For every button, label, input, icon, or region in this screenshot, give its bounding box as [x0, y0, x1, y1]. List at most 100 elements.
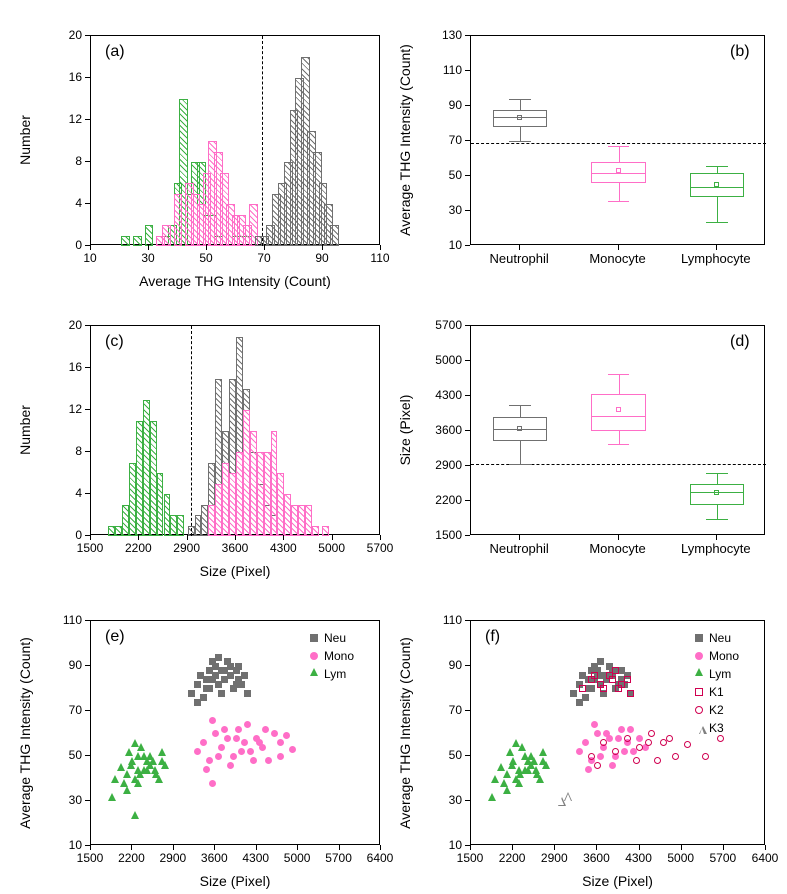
triangle-filled-marker	[503, 770, 511, 778]
circle-filled-marker	[609, 762, 616, 769]
y-tick-label: 90	[449, 658, 462, 672]
circle-open-marker	[600, 739, 607, 746]
circle-open-marker	[695, 706, 703, 714]
x-tick-label: 5700	[709, 851, 736, 865]
square-filled-marker	[597, 658, 604, 665]
circle-open-marker	[672, 753, 679, 760]
legend-label: K3	[709, 721, 724, 735]
triangle-filled-marker	[542, 761, 550, 769]
triangle-filled-marker	[503, 786, 511, 794]
x-tick	[765, 845, 766, 850]
circle-filled-marker	[621, 748, 628, 755]
triangle-filled-marker	[695, 668, 703, 676]
circle-filled-marker	[618, 726, 625, 733]
legend-item: Lym	[695, 666, 739, 682]
square-open-marker	[695, 688, 703, 696]
circle-filled-marker	[576, 748, 583, 755]
square-filled-marker	[618, 667, 625, 674]
ylabel-f: Average THG Intensity (Count)	[397, 633, 413, 833]
square-open-marker	[609, 676, 616, 683]
circle-open-marker	[666, 735, 673, 742]
square-filled-marker	[570, 690, 577, 697]
circle-filled-marker	[582, 739, 589, 746]
circle-open-marker	[654, 757, 661, 764]
circle-filled-marker	[585, 766, 592, 773]
triangle-filled-marker	[532, 766, 540, 774]
x-tick	[554, 845, 555, 850]
square-open-marker	[579, 685, 586, 692]
x-tick	[512, 845, 513, 850]
y-tick-label: 70	[449, 703, 462, 717]
circle-filled-marker	[627, 726, 634, 733]
circle-filled-marker	[597, 753, 604, 760]
legend-item: K3	[695, 720, 739, 736]
circle-filled-marker	[591, 721, 598, 728]
x-tick	[470, 845, 471, 850]
square-open-marker	[612, 667, 619, 674]
square-open-marker	[624, 676, 631, 683]
triangle-filled-marker	[512, 739, 520, 747]
square-open-marker	[618, 681, 625, 688]
panel-letter-f: (f)	[485, 628, 500, 646]
xlabel-f: Size (Pixel)	[582, 873, 653, 889]
circle-filled-marker	[615, 735, 622, 742]
x-tick-label: 2200	[499, 851, 526, 865]
circle-filled-marker	[603, 730, 610, 737]
circle-filled-marker	[636, 735, 643, 742]
x-tick-label: 1500	[457, 851, 484, 865]
y-tick-label: 50	[449, 748, 462, 762]
triangle-filled-marker	[516, 770, 524, 778]
square-open-marker	[627, 690, 634, 697]
square-filled-marker	[576, 699, 583, 706]
triangle-filled-marker	[539, 748, 547, 756]
circle-open-marker	[645, 739, 652, 746]
y-tick-label: 30	[449, 793, 462, 807]
legend-label: Mono	[709, 649, 739, 663]
circle-filled-marker	[695, 652, 703, 660]
triangle-filled-marker	[491, 775, 499, 783]
legend: Neu Mono Lym K1 K2 K3	[695, 630, 739, 738]
legend-item: Neu	[695, 630, 739, 646]
circle-open-marker	[624, 735, 631, 742]
circle-open-marker	[612, 748, 619, 755]
triangle-filled-marker	[515, 779, 523, 787]
square-open-marker	[600, 685, 607, 692]
legend-item: K1	[695, 684, 739, 700]
x-tick-label: 2900	[541, 851, 568, 865]
y-tick	[465, 755, 470, 756]
x-tick	[723, 845, 724, 850]
square-filled-marker	[588, 685, 595, 692]
x-tick	[639, 845, 640, 850]
legend-label: K2	[709, 703, 724, 717]
circle-open-marker	[594, 762, 601, 769]
y-tick	[465, 665, 470, 666]
y-tick	[465, 710, 470, 711]
triangle-filled-marker	[508, 761, 516, 769]
triangle-filled-marker	[524, 757, 532, 765]
x-tick-label: 5000	[667, 851, 694, 865]
circle-open-marker	[684, 741, 691, 748]
x-tick-label: 4300	[625, 851, 652, 865]
triangle-filled-marker	[488, 793, 496, 801]
y-tick	[465, 620, 470, 621]
circle-open-marker	[702, 753, 709, 760]
triangle-filled-marker	[506, 748, 514, 756]
circle-open-marker	[648, 730, 655, 737]
circle-filled-marker	[594, 730, 601, 737]
y-tick	[465, 800, 470, 801]
square-filled-marker	[582, 694, 589, 701]
x-tick	[596, 845, 597, 850]
circle-open-marker	[633, 757, 640, 764]
x-tick-label: 3600	[583, 851, 610, 865]
legend-label: K1	[709, 685, 724, 699]
square-filled-marker	[695, 634, 703, 642]
circle-open-marker	[588, 753, 595, 760]
triangle-filled-marker	[536, 775, 544, 783]
y-tick-label: 110	[443, 613, 462, 627]
y-tick-label: 10	[449, 838, 462, 852]
circle-open-marker	[636, 744, 643, 751]
legend-label: Neu	[709, 631, 731, 645]
panel-f: (f) Average THG Intensity (Count) Size (Pi…	[0, 0, 787, 894]
y-tick	[465, 845, 470, 846]
x-tick	[681, 845, 682, 850]
